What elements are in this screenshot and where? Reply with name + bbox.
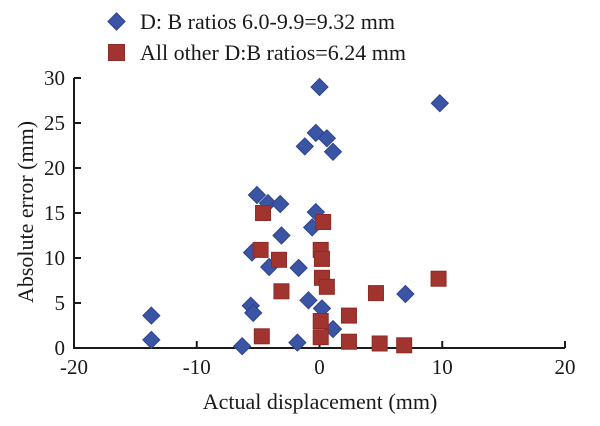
scatter-point-diamond xyxy=(396,284,415,304)
scatter-point-square xyxy=(340,307,357,324)
scatter-point-square xyxy=(318,278,335,295)
scatter-point-square xyxy=(315,214,332,230)
scatter-point-square xyxy=(255,205,272,221)
scatter-point-square xyxy=(313,250,330,267)
scatter-point-diamond xyxy=(317,129,337,148)
scatter-point-square xyxy=(253,328,270,345)
scatter-point-square xyxy=(340,333,357,350)
scatter-point-diamond xyxy=(289,258,308,278)
scatter-point-diamond xyxy=(142,330,161,350)
scatter-point-diamond xyxy=(244,303,263,323)
scatter-point-square xyxy=(312,329,329,346)
x-axis-title: Actual displacement (mm) xyxy=(202,389,438,414)
scatter-point-square xyxy=(312,313,329,329)
legend: D: B ratios 6.0-9.9=9.32 mm All other D:… xyxy=(104,6,406,68)
y-tick-label: 0 xyxy=(55,336,66,360)
legend-item-db-ratio-6-9: D: B ratios 6.0-9.9=9.32 mm xyxy=(104,6,406,37)
y-tick-label: 15 xyxy=(44,201,65,225)
scatter-point-diamond xyxy=(299,291,318,310)
scatter-point-diamond xyxy=(142,306,161,325)
scatter-point-diamond xyxy=(288,333,307,352)
x-tick-label: 10 xyxy=(432,355,453,379)
y-tick-label: 10 xyxy=(44,246,65,270)
scatter-point-square xyxy=(430,270,447,287)
scatter-point-diamond xyxy=(310,77,329,97)
square-icon xyxy=(108,44,125,61)
scatter-point-square xyxy=(273,283,290,300)
y-tick-label: 20 xyxy=(44,156,65,180)
x-tick-label: -20 xyxy=(60,355,88,379)
x-tick-label: -10 xyxy=(183,355,211,379)
x-tick-label: 0 xyxy=(314,355,325,379)
scatter-point-diamond xyxy=(295,137,314,156)
scatter-point-diamond xyxy=(232,336,252,356)
scatter-point-diamond xyxy=(272,226,291,245)
y-tick-label: 30 xyxy=(44,66,65,90)
scatter-point-diamond xyxy=(430,93,450,113)
scatter-point-square xyxy=(252,241,269,258)
legend-item-other-db-ratios: All other D:B ratios=6.24 mm xyxy=(104,37,406,68)
scatter-point-diamond xyxy=(306,123,326,143)
y-tick-label: 25 xyxy=(44,111,65,135)
scatter-point-square xyxy=(270,251,287,268)
y-tick-label: 5 xyxy=(55,291,66,315)
scatter-point-square xyxy=(367,285,384,302)
legend-label: D: B ratios 6.0-9.9=9.32 mm xyxy=(140,8,396,34)
scatter-point-diamond xyxy=(247,185,267,205)
scatter-point-square xyxy=(396,337,413,354)
scatter-point-square xyxy=(371,335,388,352)
x-tick-label: 20 xyxy=(555,355,576,379)
scatter-point-diamond xyxy=(271,194,290,214)
legend-label: All other D:B ratios=6.24 mm xyxy=(140,39,406,65)
scatter-point-diamond xyxy=(323,142,343,162)
